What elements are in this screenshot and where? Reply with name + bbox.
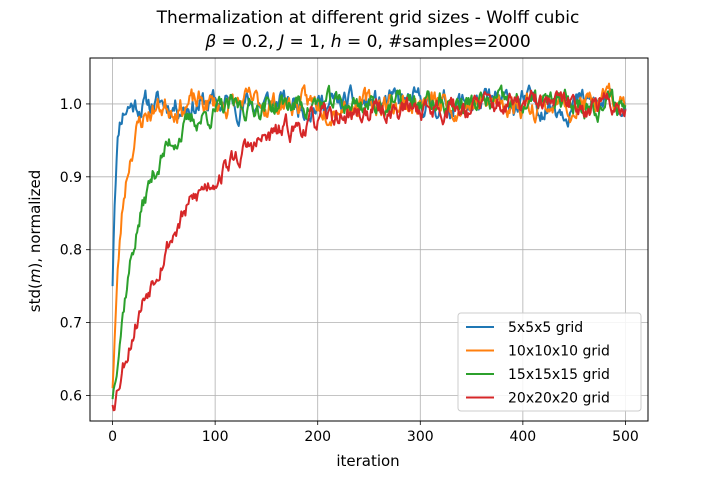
x-axis: 0 100 200 300 400 500 xyxy=(108,421,639,445)
y-axis-label: std(m), normalized xyxy=(26,170,44,312)
series-group xyxy=(111,82,627,412)
axes-frame xyxy=(89,57,649,422)
x-tick-label: 0 xyxy=(108,429,117,445)
y-tick-label: 0.9 xyxy=(60,170,82,186)
x-axis-label: iteration xyxy=(336,452,399,470)
x-tick-label: 300 xyxy=(407,429,434,445)
legend-label: 5x5x5 grid xyxy=(508,320,583,336)
x-tick-label: 500 xyxy=(612,429,639,445)
x-tick-label: 400 xyxy=(509,429,536,445)
legend: 5x5x5 grid 10x10x10 grid 15x15x15 grid 20x2… xyxy=(457,312,642,412)
x-tick-label: 100 xyxy=(202,429,229,445)
y-tick-label: 0.6 xyxy=(60,388,82,404)
ylabel-part: std( xyxy=(26,283,44,312)
subtitle-part: β xyxy=(204,32,216,52)
legend-label: 10x10x10 grid xyxy=(508,344,610,360)
chart-title: Thermalization at different grid sizes -… xyxy=(156,8,580,28)
legend-box xyxy=(457,312,642,412)
legend-label: 20x20x20 grid xyxy=(508,391,610,407)
y-tick-label: 0.7 xyxy=(60,316,82,332)
series-line xyxy=(111,89,627,412)
subtitle-part: = 0.2, xyxy=(216,32,279,52)
subtitle-part: = 0, #samples=2000 xyxy=(342,32,531,52)
ylabel-part: ), normalized xyxy=(26,170,44,269)
y-axis: 0.6 0.7 0.8 0.9 1.0 xyxy=(60,97,90,404)
chart-subtitle: β = 0.2, J = 1, h = 0, #samples=2000 xyxy=(204,32,530,52)
ylabel-part: m xyxy=(26,269,44,284)
subtitle-part: J xyxy=(276,32,284,52)
x-tick-label: 200 xyxy=(304,429,331,445)
y-tick-label: 0.8 xyxy=(60,243,82,259)
subtitle-part: h xyxy=(331,32,342,52)
y-tick-label: 1.0 xyxy=(60,97,82,113)
legend-label: 15x15x15 grid xyxy=(508,367,610,383)
subtitle-part: = 1, xyxy=(284,32,331,52)
series-line xyxy=(111,84,627,400)
